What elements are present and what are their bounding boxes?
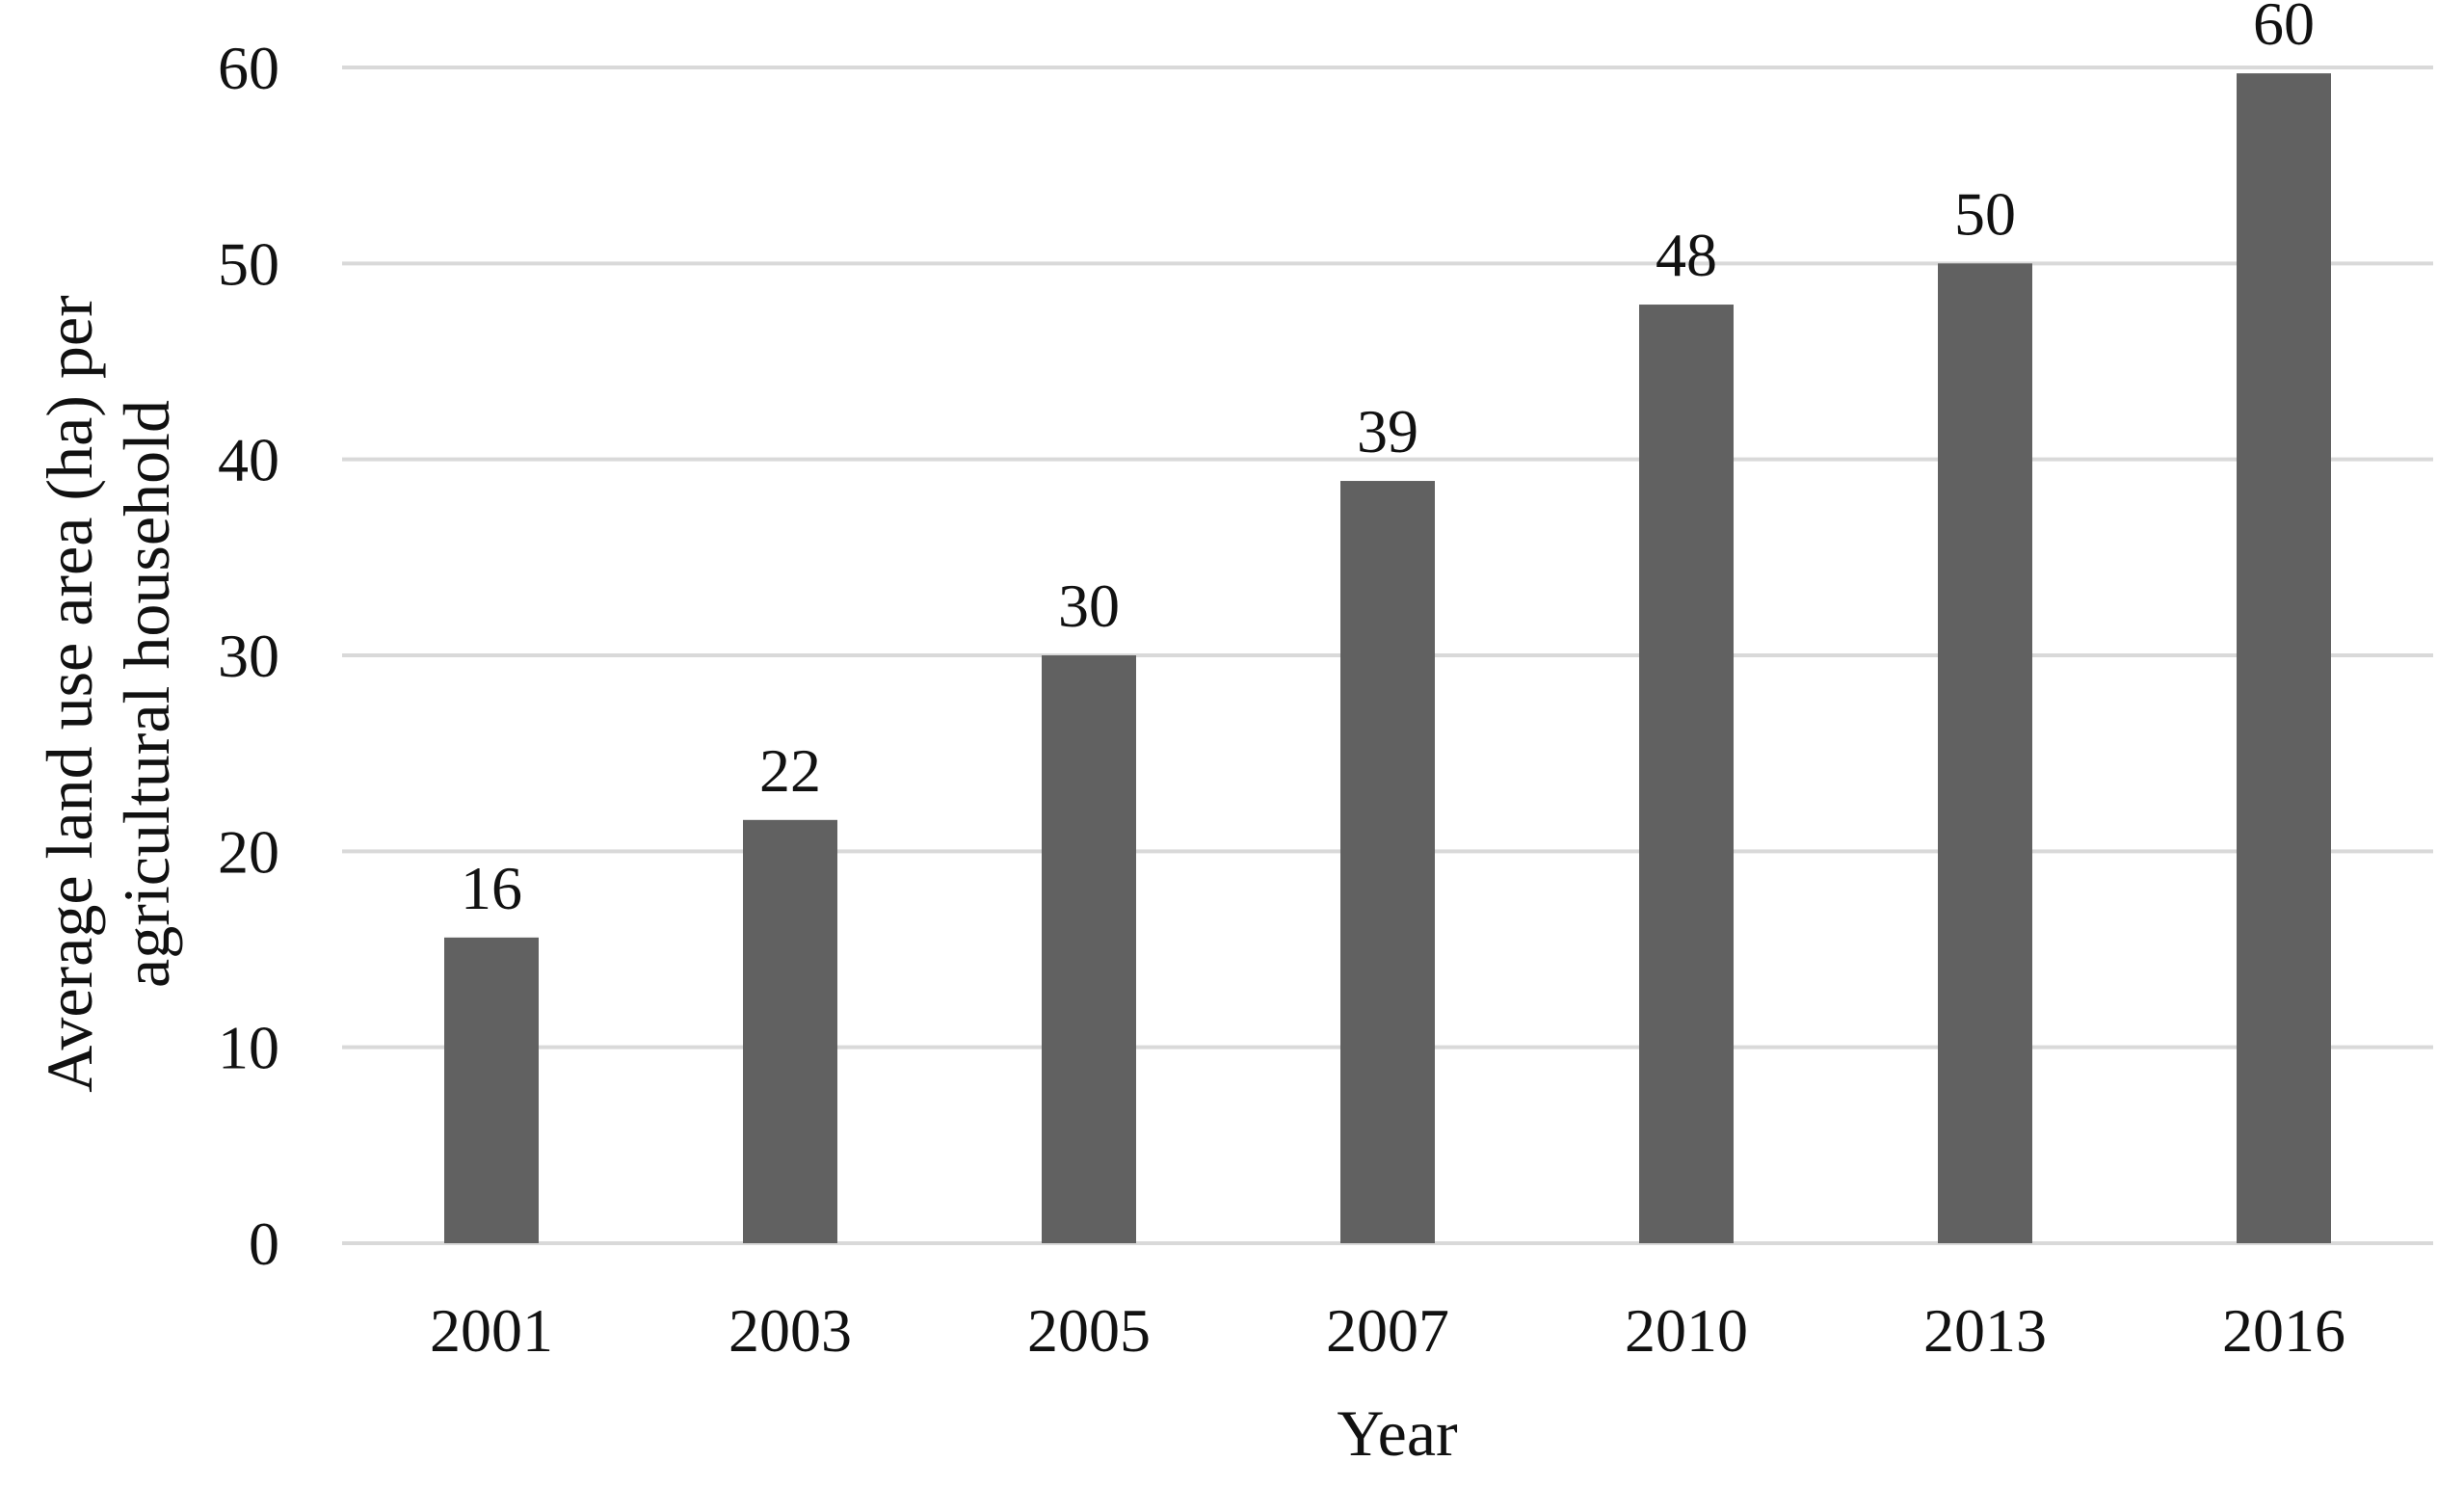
x-tick-label-2010: 2010: [1625, 1296, 1748, 1365]
y-tick-label: 30: [218, 622, 279, 690]
data-label-2005: 30: [1058, 571, 1120, 640]
data-label-2013: 50: [1954, 179, 2016, 248]
bar-2005: [1042, 655, 1136, 1243]
data-label-2001: 16: [461, 854, 522, 922]
y-tick-label: 60: [218, 34, 279, 102]
bar-2016: [2237, 73, 2331, 1244]
data-label-2003: 22: [759, 736, 821, 805]
x-tick-label-2013: 2013: [1923, 1296, 2047, 1365]
x-tick-label-2001: 2001: [430, 1296, 553, 1365]
bar-2003: [743, 819, 837, 1243]
bar-2010: [1639, 305, 1734, 1243]
x-tick-label-2003: 2003: [729, 1296, 852, 1365]
data-label-2010: 48: [1656, 221, 1717, 289]
y-axis-title: Average land use area (ha) per agricultu…: [33, 295, 183, 1093]
y-axis-title-line-2: agricultural household: [110, 400, 183, 988]
bar-2007: [1340, 481, 1435, 1243]
y-tick-label: 20: [218, 817, 279, 886]
x-axis-title: Year: [1337, 1396, 1458, 1470]
data-label-2007: 39: [1357, 397, 1418, 465]
bars: [444, 73, 2331, 1244]
x-axis-ticks: 2001 2003 2005 2007 2010 2013 2016: [430, 1296, 2345, 1365]
y-tick-label: 0: [249, 1209, 279, 1278]
bar-2001: [444, 937, 539, 1243]
x-tick-label-2016: 2016: [2222, 1296, 2345, 1365]
x-tick-label-2005: 2005: [1027, 1296, 1151, 1365]
y-tick-label: 50: [218, 229, 279, 298]
bar-2013: [1938, 263, 2032, 1243]
y-tick-label: 40: [218, 426, 279, 494]
y-axis-ticks: 0 10 20 30 40 50 60: [218, 34, 279, 1278]
x-tick-label-2007: 2007: [1326, 1296, 1449, 1365]
data-label-2016: 60: [2253, 0, 2315, 58]
data-labels: 16 22 30 39 48 50 60: [461, 0, 2315, 922]
y-tick-label: 10: [218, 1014, 279, 1082]
y-axis-title-line-1: Average land use area (ha) per: [33, 295, 106, 1093]
